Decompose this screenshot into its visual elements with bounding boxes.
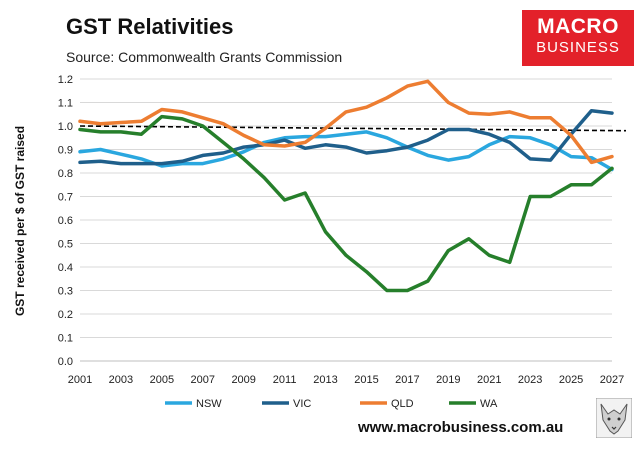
legend-label-wa: WA bbox=[480, 398, 498, 410]
footer-url: www.macrobusiness.com.au bbox=[358, 419, 564, 436]
y-tick-label: 1.0 bbox=[58, 121, 73, 133]
series-lines bbox=[78, 79, 614, 293]
y-tick-label: 0.2 bbox=[58, 309, 73, 321]
parity-reference-line bbox=[79, 125, 627, 132]
x-tick-label: 2013 bbox=[313, 374, 337, 386]
y-tick-label: 0.1 bbox=[58, 333, 73, 345]
x-axis-ticks: 2001 2003 2005 2007 2009 2011 2013 2015 2017 2019… bbox=[68, 360, 624, 386]
y-tick-label: 0.4 bbox=[58, 262, 73, 274]
logo-line-1: MACRO bbox=[537, 15, 619, 38]
series-line-qld bbox=[78, 79, 614, 165]
x-tick-label: 2005 bbox=[150, 374, 174, 386]
x-tick-label: 2007 bbox=[191, 374, 215, 386]
gridlines bbox=[80, 78, 612, 362]
reference-line bbox=[79, 125, 627, 132]
x-tick-label: 2025 bbox=[559, 374, 583, 386]
y-tick-label: 1.1 bbox=[58, 98, 73, 110]
legend-label-vic: VIC bbox=[293, 398, 311, 410]
y-axis-ticks: 0.0 0.1 0.2 0.3 0.4 0.5 0.6 0.7 0.8 0.9 1.0 1.1 1.2 bbox=[58, 74, 73, 368]
legend-label-qld: QLD bbox=[391, 398, 414, 410]
series-line-nsw bbox=[78, 130, 614, 172]
series-line-wa bbox=[78, 114, 614, 293]
y-axis-label: GST received per $ of GST raised bbox=[13, 126, 27, 316]
y-tick-label: 0.9 bbox=[58, 145, 73, 157]
chart-title: GST Relativities bbox=[66, 14, 234, 39]
x-tick-label: 2019 bbox=[436, 374, 460, 386]
y-tick-label: 0.7 bbox=[58, 192, 73, 204]
x-tick-label: 2015 bbox=[354, 374, 378, 386]
x-tick-label: 2021 bbox=[477, 374, 501, 386]
chart-source: Source: Commonwealth Grants Commission bbox=[66, 49, 343, 65]
macrobusiness-logo: MACRO BUSINESS bbox=[522, 10, 634, 66]
logo-line-2: BUSINESS bbox=[536, 39, 620, 56]
y-tick-label: 0.6 bbox=[58, 215, 73, 227]
y-tick-label: 0.5 bbox=[58, 239, 73, 251]
x-tick-label: 2011 bbox=[273, 374, 297, 386]
series-line-vic bbox=[78, 108, 614, 166]
x-tick-label: 2001 bbox=[68, 374, 92, 386]
x-tick-label: 2027 bbox=[600, 374, 624, 386]
y-tick-label: 0.3 bbox=[58, 286, 73, 298]
legend: NSW VIC QLD WA bbox=[165, 398, 498, 410]
x-tick-label: 2023 bbox=[518, 374, 542, 386]
legend-label-nsw: NSW bbox=[196, 398, 222, 410]
x-tick-label: 2003 bbox=[109, 374, 133, 386]
y-tick-label: 1.2 bbox=[58, 74, 73, 86]
x-tick-label: 2017 bbox=[395, 374, 419, 386]
y-tick-label: 0.0 bbox=[58, 356, 73, 368]
x-tick-label: 2009 bbox=[231, 374, 255, 386]
fox-mascot-icon bbox=[596, 398, 632, 438]
y-tick-label: 0.8 bbox=[58, 168, 73, 180]
